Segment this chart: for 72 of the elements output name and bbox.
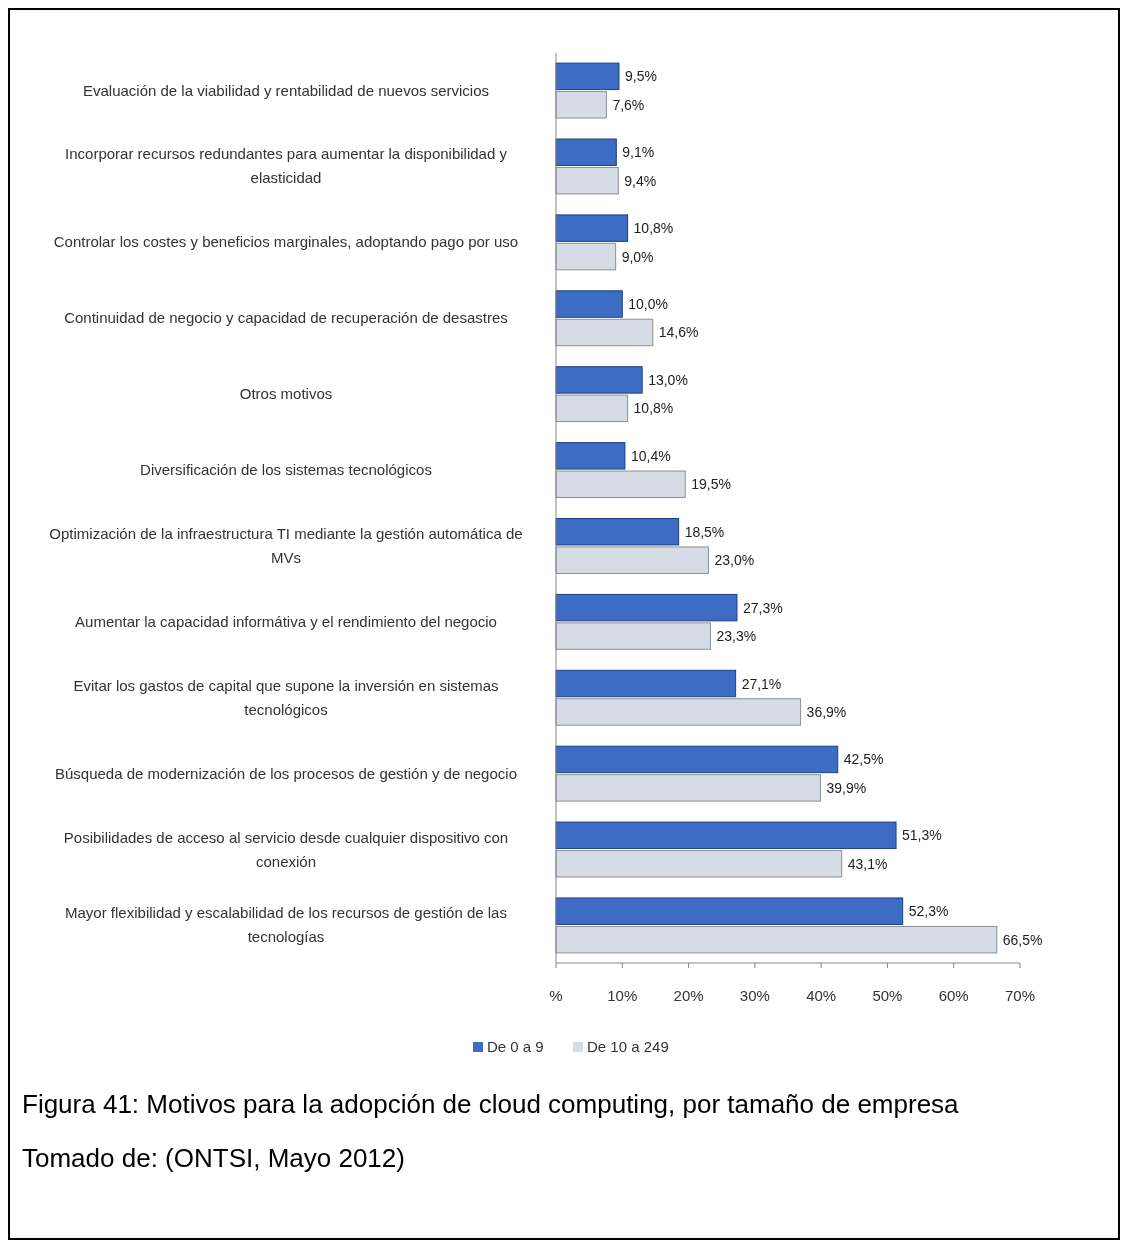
- bar: [555, 242, 617, 271]
- bar: [555, 442, 626, 470]
- bar: [555, 622, 711, 650]
- data-label: 9,4%: [624, 172, 657, 189]
- data-label: 10,8%: [633, 400, 674, 417]
- y-tick-label: Diversificación de los sistemas tecnológicos: [140, 461, 432, 479]
- data-label: 7,6%: [612, 96, 645, 113]
- data-label: 18,5%: [684, 523, 725, 540]
- bar: [555, 897, 904, 925]
- bar: [555, 745, 839, 774]
- x-tick-label: %: [549, 987, 563, 1004]
- bar: [555, 91, 607, 119]
- data-label: 13,0%: [648, 371, 688, 388]
- x-tick-label: 70%: [1004, 987, 1036, 1004]
- text: Figura 41: Motivos para la adopción de cloud computing, por tamaño de empresa: [22, 1089, 960, 1119]
- bar: [555, 774, 821, 802]
- bar: [555, 669, 737, 698]
- y-tick-label: Aumentar la capacidad informátiva y el rendimiento del negocio: [75, 612, 497, 630]
- bar: [555, 290, 623, 318]
- bar: [555, 925, 998, 954]
- bar: [555, 62, 620, 91]
- data-label: 42,5%: [843, 751, 884, 768]
- bar: [555, 546, 709, 574]
- data-label: 27,3%: [742, 599, 783, 616]
- data-label: 39,9%: [826, 779, 867, 796]
- data-label: 23,0%: [714, 552, 755, 569]
- x-tick-label: 40%: [806, 987, 837, 1004]
- data-label: 52,3%: [908, 903, 949, 920]
- data-label: 23,3%: [716, 628, 757, 645]
- bar: [555, 821, 897, 850]
- data-label: 27,1%: [741, 675, 782, 692]
- y-tick-label: Búsqueda de modernización de los procesos de gestión y de negocio: [55, 764, 517, 782]
- y-tick-label: Mayor flexibilidad y escalabilidad de los recursos de gestión de las tecnologías: [65, 904, 507, 946]
- x-tick-label: 10%: [607, 987, 638, 1004]
- y-tick-label: Evitar los gastos de capital que supone la inversión en sistemas tecnológicos: [73, 676, 499, 718]
- x-tick-label: 50%: [872, 987, 903, 1004]
- bar: [555, 366, 643, 394]
- data-label: 10,0%: [628, 296, 668, 313]
- bar: [555, 850, 843, 878]
- data-label: 66,5%: [1002, 931, 1043, 948]
- data-label: 9,0%: [621, 248, 654, 265]
- bar: [555, 394, 629, 423]
- x-tick-label: 30%: [739, 987, 770, 1004]
- data-label: 10,8%: [633, 220, 674, 237]
- bar: [555, 214, 629, 242]
- bar: [555, 166, 619, 195]
- legend-label: De 10 a 249: [587, 1038, 669, 1055]
- data-label: 51,3%: [902, 827, 942, 844]
- y-tick-label: Continuidad de negocio y capacidad de recuperación de desastres: [64, 309, 508, 327]
- bar: [555, 318, 654, 347]
- y-tick-label: Posibilidades de acceso al servicio desde cualquier dispositivo con conexión: [63, 828, 509, 870]
- data-label: 43,1%: [847, 855, 888, 872]
- bar: [555, 517, 680, 546]
- data-label: 9,5%: [624, 68, 657, 85]
- bar: [555, 698, 802, 726]
- x-tick-label: 20%: [673, 987, 704, 1004]
- data-label: 36,9%: [806, 703, 847, 720]
- x-tick-label: 60%: [938, 987, 969, 1004]
- bar: [555, 138, 617, 166]
- y-tick-label: Evaluación de la viabilidad y rentabilidad de nuevos servicios: [82, 81, 490, 99]
- y-tick-label: Incorporar recursos redundantes para aumentar la disponibilidad y elasticidad: [65, 145, 508, 187]
- data-label: 14,6%: [658, 324, 699, 341]
- data-label: 10,4%: [630, 447, 671, 464]
- y-tick-label: Optimización de la infraestructura TI mediante la gestión automática de MVs: [49, 524, 523, 566]
- y-tick-label: Controlar los costes y beneficios marginales, adoptando pago por uso: [53, 233, 519, 251]
- y-tick-label: Otros motivos: [239, 385, 333, 403]
- bar: [555, 470, 686, 499]
- data-label: 9,1%: [622, 144, 655, 161]
- bar: [555, 593, 738, 622]
- data-label: 19,5%: [691, 476, 731, 493]
- legend-label: De 0 a 9: [487, 1038, 544, 1055]
- text: Tomado de: (ONTSI, Mayo 2012): [22, 1143, 405, 1173]
